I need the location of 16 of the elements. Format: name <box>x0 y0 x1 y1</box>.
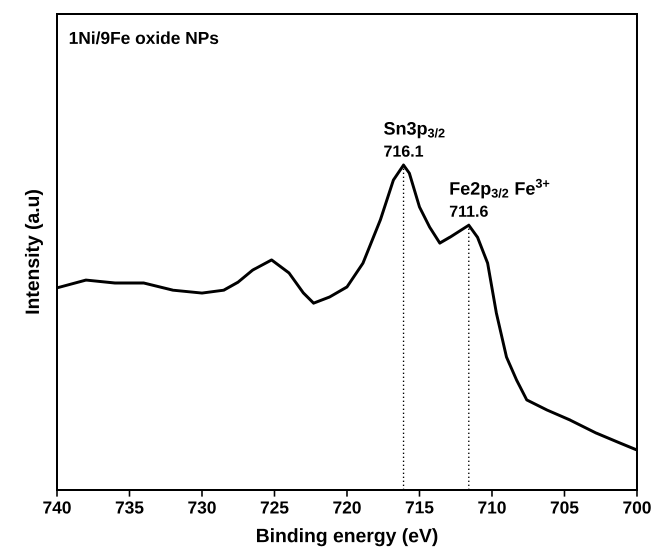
x-tick-label: 740 <box>43 501 71 514</box>
ref-line-label: 716.1 <box>384 145 424 157</box>
x-tick-label: 725 <box>260 501 288 514</box>
annotation: Fe2p$_{3/2}$ Fe$^{3+}$ <box>450 178 550 198</box>
x-tick-label: 730 <box>188 501 216 514</box>
y-axis-title: Intensity (a.u) <box>24 190 43 314</box>
x-tick-label: 735 <box>116 501 144 514</box>
x-axis-title: Binding energy (eV) <box>256 528 438 546</box>
x-tick-label: 700 <box>623 501 651 514</box>
x-tick-label: 710 <box>478 501 506 514</box>
text: Sn3p$_{3/2}$ <box>384 122 445 138</box>
chart-title: 1Ni/9Fe oxide NPs <box>70 31 218 44</box>
x-tick-label: 715 <box>406 501 434 514</box>
x-tick-label: 720 <box>333 501 361 514</box>
x-tick-label: 705 <box>550 501 578 514</box>
ref-line-label: 711.6 <box>450 206 488 217</box>
